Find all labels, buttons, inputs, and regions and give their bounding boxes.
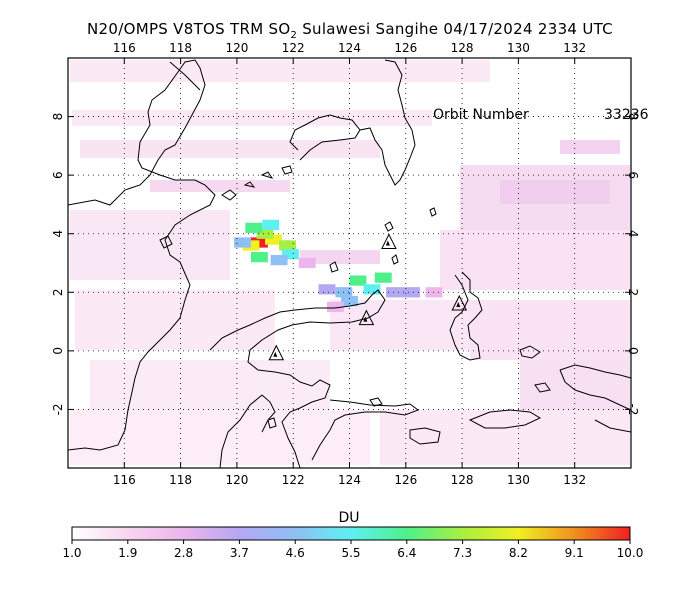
lat-label-right: 8	[626, 113, 640, 121]
lon-label-top: 124	[338, 41, 361, 55]
colorbar-tick-label: 8.2	[509, 546, 528, 560]
so2-cell	[341, 295, 358, 307]
so2-cell	[265, 234, 282, 245]
lon-label-top: 116	[113, 41, 136, 55]
title-subscript: 2	[290, 30, 298, 41]
so2-cell	[279, 240, 297, 251]
triangle-volcano-icon	[358, 309, 375, 326]
lon-label-bottom: 122	[282, 473, 305, 487]
colorbar-tick-label: 3.7	[230, 546, 249, 560]
lon-label-top: 128	[451, 41, 474, 55]
lon-label-bottom: 118	[169, 473, 192, 487]
so2-cell	[245, 222, 263, 233]
lon-label-bottom: 128	[451, 473, 474, 487]
map-title: N20/OMPS V8TOS TRM SO2 Sulawesi Sangihe …	[0, 20, 700, 41]
so2-cell	[363, 284, 381, 295]
lon-label-bottom: 120	[225, 473, 248, 487]
coastlines	[68, 59, 631, 468]
lon-label-top: 122	[282, 41, 305, 55]
background-so2-noise	[70, 60, 630, 465]
coastline-halmahera	[449, 271, 483, 361]
colorbar-tick-label: 1.0	[62, 546, 81, 560]
triangle-volcano-icon	[268, 344, 285, 361]
lat-label-right: -2	[626, 403, 640, 415]
so2-cell	[349, 275, 367, 286]
graticule-grid	[68, 58, 631, 468]
volcano-markers	[268, 233, 468, 361]
lon-label-top: 118	[169, 41, 192, 55]
lon-label-bottom: 132	[563, 473, 586, 487]
lat-label-right: 4	[626, 230, 640, 238]
so2-cell	[386, 287, 403, 298]
lat-label-right: 0	[626, 347, 640, 355]
colorbar-ticks: 1.0 1.9 2.8 3.7 4.6 5.5 6.4 7.3 8.2 9.1 10.0	[62, 540, 643, 560]
triangle-volcano-icon	[451, 294, 468, 311]
lon-label-top: 132	[563, 41, 586, 55]
so2-cell	[402, 287, 420, 298]
lat-label-left: 0	[51, 347, 65, 355]
so2-cell	[256, 228, 274, 239]
lat-label-right: 6	[626, 171, 640, 179]
title-suffix: Sulawesi Sangihe 04/17/2024 2334 UTC	[297, 20, 613, 38]
lat-label-left: 8	[51, 113, 65, 121]
so2-cell	[262, 219, 280, 231]
so2-cell	[326, 301, 344, 313]
so2-cell	[318, 284, 336, 295]
colorbar-unit: DU	[338, 510, 359, 526]
coastline-palawan	[169, 61, 201, 91]
lon-label-bottom: 116	[113, 473, 136, 487]
lon-label-bottom: 126	[394, 473, 417, 487]
colorbar-tick-label: 2.8	[174, 546, 193, 560]
lon-label-bottom: 124	[338, 473, 361, 487]
lon-label-top: 130	[507, 41, 530, 55]
so2-cell	[234, 237, 251, 248]
coastline-borneo	[68, 59, 216, 451]
lat-label-left: 6	[51, 171, 65, 179]
coastline-sulu-islands	[221, 165, 293, 201]
so2-cell	[374, 272, 392, 283]
colorbar-tick-label: 5.5	[341, 546, 360, 560]
orbit-number-value: 33236	[604, 107, 649, 123]
so2-cell	[298, 257, 316, 269]
lon-label-bottom: 130	[507, 473, 530, 487]
colorbar-tick-label: 10.0	[617, 546, 644, 560]
so2-cell	[270, 254, 288, 266]
colorbar-tick-label: 7.3	[453, 546, 472, 560]
colorbar-tick-label: 4.6	[286, 546, 305, 560]
colorbar-tick-label: 6.4	[397, 546, 416, 560]
colorbar-bar	[71, 526, 631, 541]
coastline-new-guinea	[559, 364, 631, 433]
coastline-sulawesi-southeast	[311, 399, 420, 461]
so2-cell	[250, 252, 268, 263]
colorbar-tick-label: 9.1	[565, 546, 584, 560]
lon-label-top: 126	[394, 41, 417, 55]
orbit-number-label: Orbit Number	[433, 107, 529, 123]
triangle-volcano-icon	[381, 233, 397, 249]
lat-label-right: 2	[626, 288, 640, 296]
so2-cell	[281, 249, 299, 260]
coastline-mindanao	[289, 59, 416, 186]
lat-label-left: 4	[51, 230, 65, 238]
lon-label-top: 120	[225, 41, 248, 55]
colorbar-tick-label: 1.9	[118, 546, 137, 560]
lat-label-left: 2	[51, 288, 65, 296]
axis-ticks: 116 116 118 118 120 120 122 122 124 124 126 126 128 1…	[51, 41, 640, 487]
lat-label-left: -2	[51, 403, 65, 415]
coastline-seram	[409, 409, 542, 445]
coastline-sulawesi	[209, 289, 386, 468]
coastline-small-islands	[159, 207, 551, 429]
title-prefix: N20/OMPS V8TOS TRM SO	[87, 20, 291, 38]
